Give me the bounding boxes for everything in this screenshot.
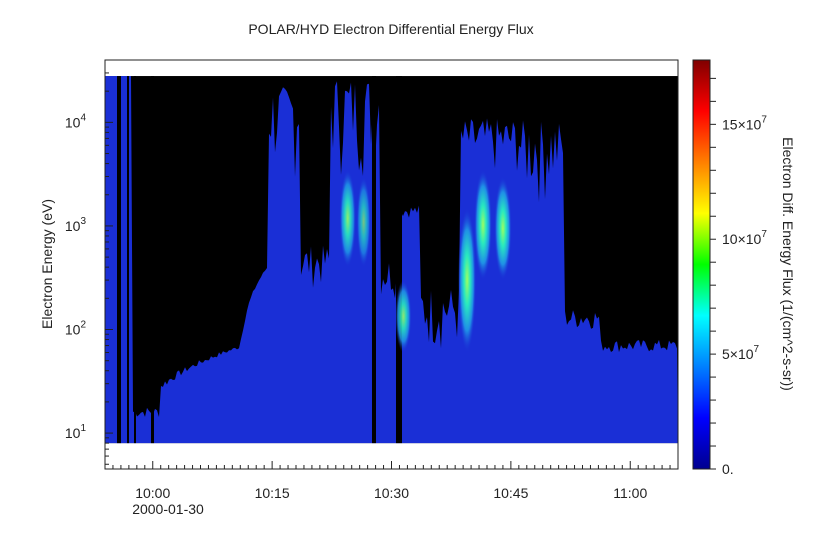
colorbar-tick-label: 15×107: [722, 114, 767, 132]
colorbar-tick-label: 5×107: [722, 344, 760, 362]
colorbar: [692, 59, 711, 470]
x-tick-label: 10:15: [255, 485, 290, 501]
data-gap: [134, 76, 136, 444]
x-date-label: 2000-01-30: [132, 501, 204, 517]
flux-hot-spot: [494, 176, 512, 281]
data-gap: [117, 76, 121, 444]
data-gap: [372, 76, 376, 444]
flux-envelope: [105, 76, 678, 444]
x-tick-label: 11:00: [613, 485, 647, 501]
x-axis: 10:00 10:15 10:30 10:45 11:00: [104, 461, 679, 501]
y-axis: 101 102 103 104: [65, 59, 113, 465]
data-gap: [151, 76, 154, 444]
colorbar-label: Electron Diff. Energy Flux (1/(cm^2-s-sr…: [780, 137, 796, 391]
data-gap: [127, 76, 129, 444]
plot-area: [105, 76, 678, 444]
flux-hot-spot: [339, 169, 356, 268]
flux-hot-spot: [356, 176, 371, 268]
colorbar-tick-label: 10×107: [722, 229, 767, 247]
x-tick-label: 10:30: [374, 485, 409, 501]
y-tick-label: 103: [65, 216, 87, 234]
chart-title: POLAR/HYD Electron Differential Energy F…: [248, 21, 533, 37]
colorbar-tick-label: 0.: [722, 461, 734, 477]
y-tick-label: 104: [65, 112, 87, 130]
x-tick-label: 10:00: [135, 485, 170, 501]
data-gap: [396, 76, 402, 444]
y-tick-label: 102: [65, 320, 87, 338]
y-tick-label: 101: [65, 423, 87, 441]
flux-hot-spot: [395, 280, 412, 353]
y-axis-label: Electron Energy (eV): [39, 199, 55, 329]
colorbar-ticks: 0. 5×107 10×107 15×107: [710, 77, 767, 477]
flux-hot-spot: [474, 169, 492, 281]
flux-hot-spot: [458, 207, 477, 353]
colorbar-gradient: [692, 59, 711, 470]
x-tick-label: 10:45: [493, 485, 528, 501]
